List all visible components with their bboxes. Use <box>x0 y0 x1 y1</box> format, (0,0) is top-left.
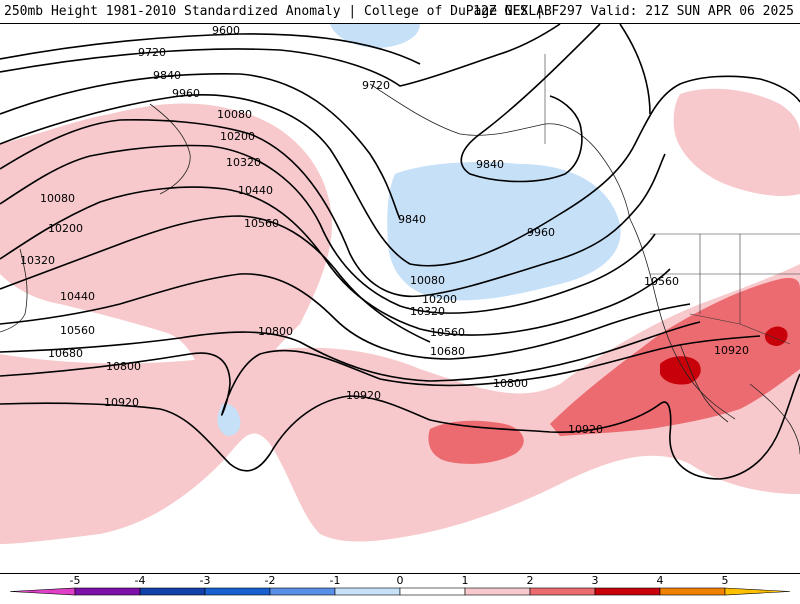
contour-10200 <box>0 144 656 314</box>
colorbar-swatch <box>659 587 726 596</box>
colorbar-swatch <box>334 587 401 596</box>
contour-label: 9840 <box>153 69 181 82</box>
contour-9720 <box>0 24 561 87</box>
contour-label: 10200 <box>422 293 457 306</box>
contour-label: 9720 <box>138 46 166 59</box>
colorbar-tick-label: -4 <box>135 574 146 587</box>
contour-10560 <box>0 273 691 360</box>
contour-10080 <box>0 119 666 298</box>
contour-label: 10560 <box>644 275 679 288</box>
darkred-region-texas <box>764 326 788 346</box>
contour-label: 9840 <box>476 158 504 171</box>
contour-label: 10080 <box>217 108 252 121</box>
contour-10320 <box>0 186 671 336</box>
blue-region-gulf-of-alaska <box>387 162 621 301</box>
darkred-region-baja <box>660 356 701 385</box>
political-borders <box>544 54 800 345</box>
kamchatka-coast <box>149 103 191 195</box>
contour-9600 <box>0 33 421 65</box>
contour-label: 10080 <box>410 274 445 287</box>
height-contours <box>0 24 800 480</box>
contour-label: 10320 <box>410 305 445 318</box>
colorbar-tick-label: 4 <box>657 574 664 587</box>
contour-label: 10920 <box>568 423 603 436</box>
contour-label: 10680 <box>430 345 465 358</box>
contour-label: 10800 <box>106 360 141 373</box>
contour-label: 10560 <box>244 217 279 230</box>
gulf-of-mexico-coast <box>749 383 800 455</box>
colorbar-tick-label: 5 <box>722 574 729 587</box>
contour-label: 10920 <box>346 389 381 402</box>
contour-label: 10920 <box>714 344 749 357</box>
contour-10920 <box>0 373 800 480</box>
colorbar-tick-label: -1 <box>330 574 341 587</box>
contour-label: 10560 <box>60 324 95 337</box>
anomaly-shading-positive-3 <box>660 326 788 385</box>
run-valid-time: 12Z GFS | F297 Valid: 21Z SUN APR 06 202… <box>473 4 794 19</box>
header: 250mb Height 1981-2010 Standardized Anom… <box>0 0 800 24</box>
colorbar-swatch <box>594 587 661 596</box>
pink-region-south <box>0 264 800 544</box>
contour-label: 10920 <box>104 396 139 409</box>
colorbar-tick-label: 0 <box>397 574 404 587</box>
contour-9960 <box>0 75 800 267</box>
pink-region-west <box>0 103 332 432</box>
contour-label: 9840 <box>398 213 426 226</box>
contour-label: 10200 <box>48 222 83 235</box>
contour-label: 10200 <box>220 130 255 143</box>
contour-label: 10080 <box>40 192 75 205</box>
contour-label: 10320 <box>20 254 55 267</box>
colorbar-swatch <box>9 587 76 596</box>
red-region-hawaii <box>428 420 524 464</box>
contour-label: 9600 <box>212 24 240 37</box>
blue-region-arctic <box>330 24 420 48</box>
colorbar-tick-label: 1 <box>462 574 469 587</box>
colorbar-swatch <box>399 587 466 596</box>
contour-label: 10800 <box>493 377 528 390</box>
contour-10680 <box>0 321 701 382</box>
pink-region-alaska-canada <box>673 88 800 196</box>
colorbar-swatch <box>724 587 791 596</box>
contour-label: 10800 <box>258 325 293 338</box>
contour-label: 10680 <box>48 347 83 360</box>
colorbar-swatch <box>204 587 271 596</box>
contour-label: 9960 <box>172 87 200 100</box>
colorbar-tick-labels: -5 -4 -3 -2 -1 0 1 2 3 4 5 <box>70 574 729 587</box>
map-title: 250mb Height 1981-2010 Standardized Anom… <box>4 4 552 19</box>
coastlines <box>0 83 800 455</box>
anomaly-colorbar: -5 -4 -3 -2 -1 0 1 2 3 4 5 <box>0 574 800 600</box>
contour-label: 9720 <box>362 79 390 92</box>
colorbar-tick-label: -2 <box>265 574 276 587</box>
contour-label: 10560 <box>430 326 465 339</box>
japan-coast <box>0 248 28 333</box>
contour-10440 <box>0 215 431 343</box>
colorbar-swatch <box>269 587 336 596</box>
contour-10800 <box>0 335 761 416</box>
contour-label: 10320 <box>226 156 261 169</box>
colorbar-swatches <box>9 587 791 596</box>
contour-label: 9960 <box>527 226 555 239</box>
north-america-west-coast <box>629 218 736 420</box>
colorbar-tick-label: 2 <box>527 574 534 587</box>
colorbar-swatch <box>74 587 141 596</box>
baja-coast <box>679 343 729 423</box>
colorbar-tick-label: -5 <box>70 574 81 587</box>
alaska-coast <box>369 83 631 220</box>
colorbar-canvas: -5 -4 -3 -2 -1 0 1 2 3 4 5 <box>9 574 791 596</box>
colorbar-swatch <box>464 587 531 596</box>
colorbar-swatch <box>529 587 596 596</box>
anomaly-shading-positive-1 <box>0 88 800 544</box>
state-lines <box>650 234 800 324</box>
colorbar-tick-label: 3 <box>592 574 599 587</box>
colorbar-swatch <box>139 587 206 596</box>
contour-label: 10440 <box>60 290 95 303</box>
map-panel: 9600 9720 9720 9840 9840 9840 9960 9960 … <box>0 24 800 574</box>
colorbar-tick-label: -3 <box>200 574 211 587</box>
contour-labels: 9600 9720 9720 9840 9840 9840 9960 9960 … <box>20 24 749 436</box>
contour-label: 10440 <box>238 184 273 197</box>
contour-9840 <box>0 24 651 220</box>
map-canvas: 9600 9720 9720 9840 9840 9840 9960 9960 … <box>0 24 800 544</box>
